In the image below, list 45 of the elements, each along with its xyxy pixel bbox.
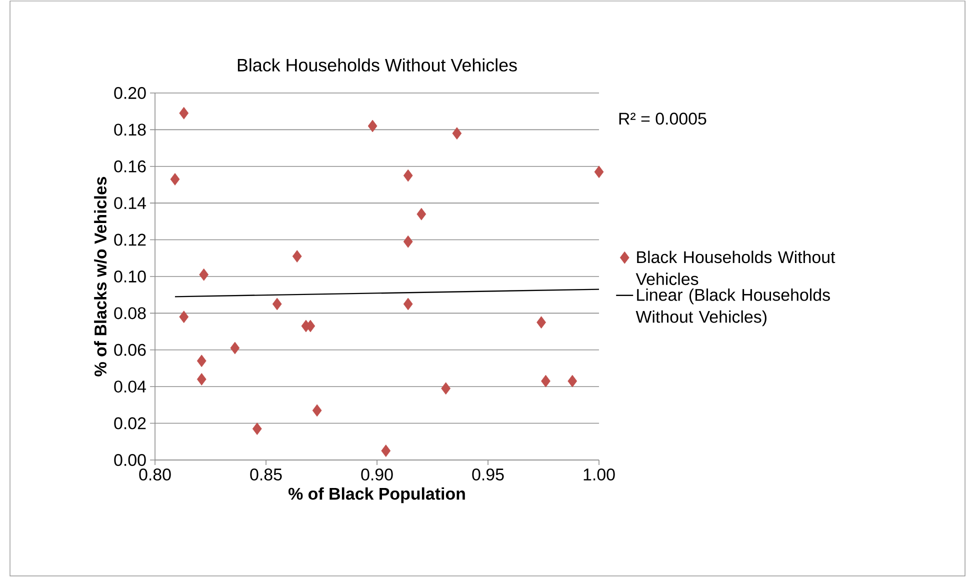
x-tick-label: 0.85 [250,468,282,481]
y-tick-label: 0.18 [114,124,146,136]
point [403,169,413,182]
x-axis-title: % of Black Population [288,487,465,504]
point [196,354,206,368]
y-tick-label: 0.00 [114,454,146,466]
y-tick-label: 0.16 [114,160,146,172]
point [199,268,209,281]
point [272,298,282,310]
y-tick-label: 0.02 [114,417,146,430]
point [403,235,413,248]
legend-label: Linear (Black Households Without Vehicles) [636,288,830,326]
point [416,208,426,220]
point [252,422,262,435]
point [381,444,391,458]
y-tick-label: 0.20 [114,86,146,99]
y-axis-title: % of Blacks w/o Vehicles [94,176,107,376]
point [292,250,302,262]
y-tick-label: 0.12 [114,234,146,246]
point [594,166,604,178]
point [536,316,546,329]
point [541,374,550,388]
x-tick-label: 0.95 [472,468,504,481]
y-tick-label: 0.14 [114,197,146,210]
x-tick-label: 0.90 [361,468,393,481]
point [179,106,189,120]
legend-label: Black Households Without Vehicles [636,250,836,286]
x-tick-label: 1.00 [584,468,615,481]
point [312,404,322,417]
point [230,342,240,354]
point [568,374,578,388]
x-tick-label: 0.80 [139,468,171,481]
y-tick-label: 0.10 [114,270,146,282]
y-tick-label: 0.06 [114,344,146,356]
y-tick-label: 0.08 [114,307,146,320]
y-tick-label: 0.04 [114,380,146,393]
point [441,382,451,395]
chart-title: Black Households Without Vehicles [238,58,517,72]
text: R² = 0.0005 [619,112,706,125]
point [368,120,378,132]
point [403,298,413,310]
point [196,373,206,386]
point [170,173,180,186]
point [179,310,189,324]
point [452,127,462,140]
